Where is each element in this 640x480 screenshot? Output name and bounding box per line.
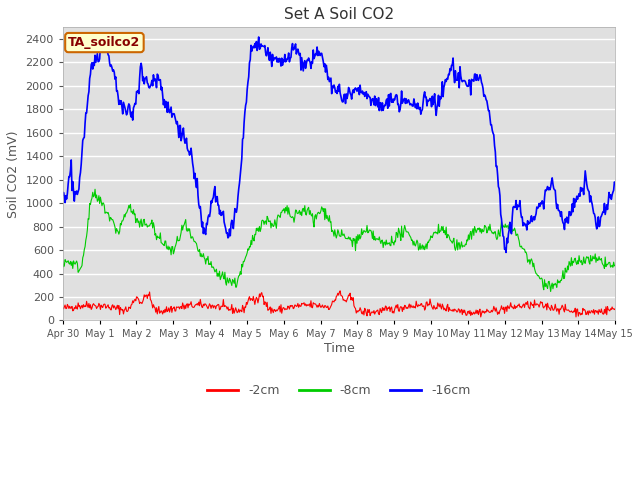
Y-axis label: Soil CO2 (mV): Soil CO2 (mV): [7, 130, 20, 217]
X-axis label: Time: Time: [324, 342, 355, 355]
Legend: -2cm, -8cm, -16cm: -2cm, -8cm, -16cm: [202, 379, 476, 402]
Text: TA_soilco2: TA_soilco2: [68, 36, 141, 49]
Title: Set A Soil CO2: Set A Soil CO2: [284, 7, 394, 22]
